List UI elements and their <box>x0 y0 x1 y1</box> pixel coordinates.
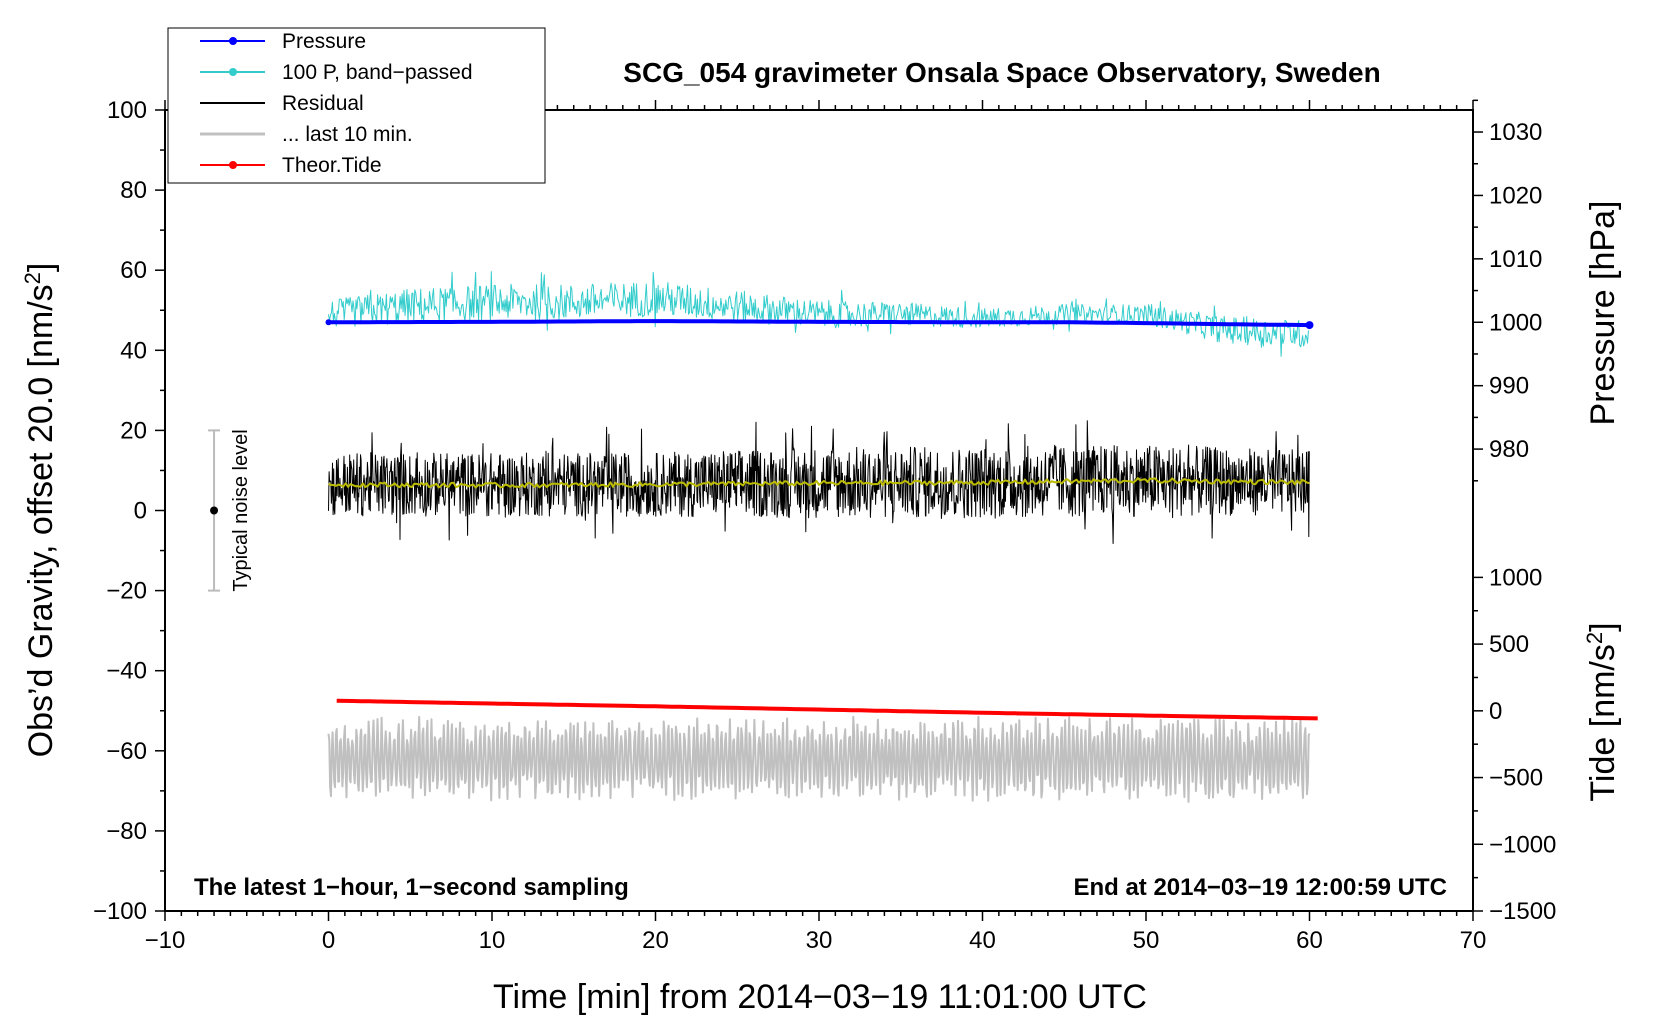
y-tick-label: 60 <box>120 257 147 284</box>
tide-tick-label: 500 <box>1489 631 1529 658</box>
y-tick-label: 20 <box>120 417 147 444</box>
y-tick-label: −40 <box>106 658 147 685</box>
pressure-tick-label: 1030 <box>1489 119 1542 146</box>
x-axis-title: Time [min] from 2014−03−19 11:01:00 UTC <box>493 978 1147 1016</box>
y-tick-label: −80 <box>106 818 147 845</box>
y-tick-label: −100 <box>93 898 147 925</box>
tide-axis-title-end: ] <box>1584 622 1622 631</box>
pressure-tick-label: 980 <box>1489 436 1529 463</box>
series-100-p-band-passed <box>328 271 1309 357</box>
ticks-layer: −10 0 10 20 30 40 50 60 70−100−80−60−40−20020406… <box>93 97 1556 954</box>
pressure-tick-label: 1010 <box>1489 246 1542 273</box>
series-layer <box>325 271 1318 803</box>
x-tick-label: 70 <box>1460 927 1487 954</box>
chart-title: SCG_054 gravimeter Onsala Space Observat… <box>623 57 1380 88</box>
y-tick-label: −20 <box>106 578 147 605</box>
y-axis-title-end: ] <box>22 263 60 272</box>
legend-label: Residual <box>282 92 364 115</box>
tide-axis-title-text: Tide [nm/s <box>1584 644 1622 801</box>
x-tick-label: 10 <box>479 927 506 954</box>
tide-tick-label: 1000 <box>1489 564 1542 591</box>
noise-center-dot <box>210 506 219 515</box>
pressure-axis-title: Pressure [hPa] <box>1584 201 1622 426</box>
y-tick-label: 40 <box>120 337 147 364</box>
tide-tick-label: −500 <box>1489 765 1543 792</box>
legend-marker <box>229 37 237 45</box>
x-tick-label: 40 <box>969 927 996 954</box>
pressure-tick-label: 990 <box>1489 373 1529 400</box>
legend: Pressure 100 P, band−passed Residual ... la… <box>167 27 546 184</box>
x-tick-label: 30 <box>806 927 833 954</box>
tide-tick-label: 0 <box>1489 698 1502 725</box>
legend-box <box>167 27 546 184</box>
noise-label: Typical noise level <box>230 429 252 591</box>
y-tick-label: 100 <box>107 97 147 124</box>
annotation-sampling: The latest 1−hour, 1−second sampling <box>194 874 629 901</box>
series-residual <box>328 420 1310 544</box>
legend-marker <box>229 161 237 169</box>
legend-marker <box>229 68 237 76</box>
x-tick-label: 60 <box>1296 927 1323 954</box>
tide-tick-label: −1000 <box>1489 831 1556 858</box>
pressure-end-marker <box>1305 321 1314 330</box>
x-tick-label: 50 <box>1133 927 1160 954</box>
series-last-10-min <box>327 715 1311 803</box>
tide-axis-title: Tide [nm/s2] <box>1582 622 1622 801</box>
tide-axis-title-sup: 2 <box>1582 632 1607 644</box>
series-pressure <box>328 319 1310 328</box>
pressure-tick-label: 1000 <box>1489 309 1542 336</box>
series-residual-smoothed <box>328 477 1310 489</box>
y-axis-title-text: Obs’d Gravity, offset 20.0 [nm/s <box>22 284 60 757</box>
tide-tick-label: −1500 <box>1489 898 1556 925</box>
y-tick-label: −60 <box>106 738 147 765</box>
x-tick-label: 20 <box>642 927 669 954</box>
y-tick-label: 80 <box>120 177 147 204</box>
legend-label: Theor.Tide <box>282 154 382 177</box>
x-tick-label: −10 <box>145 927 186 954</box>
y-tick-label: 0 <box>134 498 147 525</box>
legend-label: Pressure <box>282 30 366 53</box>
pressure-end-marker <box>325 319 332 326</box>
legend-label: 100 P, band−passed <box>282 61 473 84</box>
legend-label: ... last 10 min. <box>282 123 413 146</box>
noise-indicator: Typical noise level <box>208 429 252 592</box>
annotation-end-time: End at 2014−03−19 12:00:59 UTC <box>1073 874 1447 901</box>
x-tick-label: 0 <box>322 927 335 954</box>
series-theor-tide <box>336 698 1318 721</box>
pressure-tick-label: 1020 <box>1489 182 1542 209</box>
y-axis-title: Obs’d Gravity, offset 20.0 [nm/s2] <box>20 263 60 758</box>
y-axis-title-sup: 2 <box>20 272 45 284</box>
